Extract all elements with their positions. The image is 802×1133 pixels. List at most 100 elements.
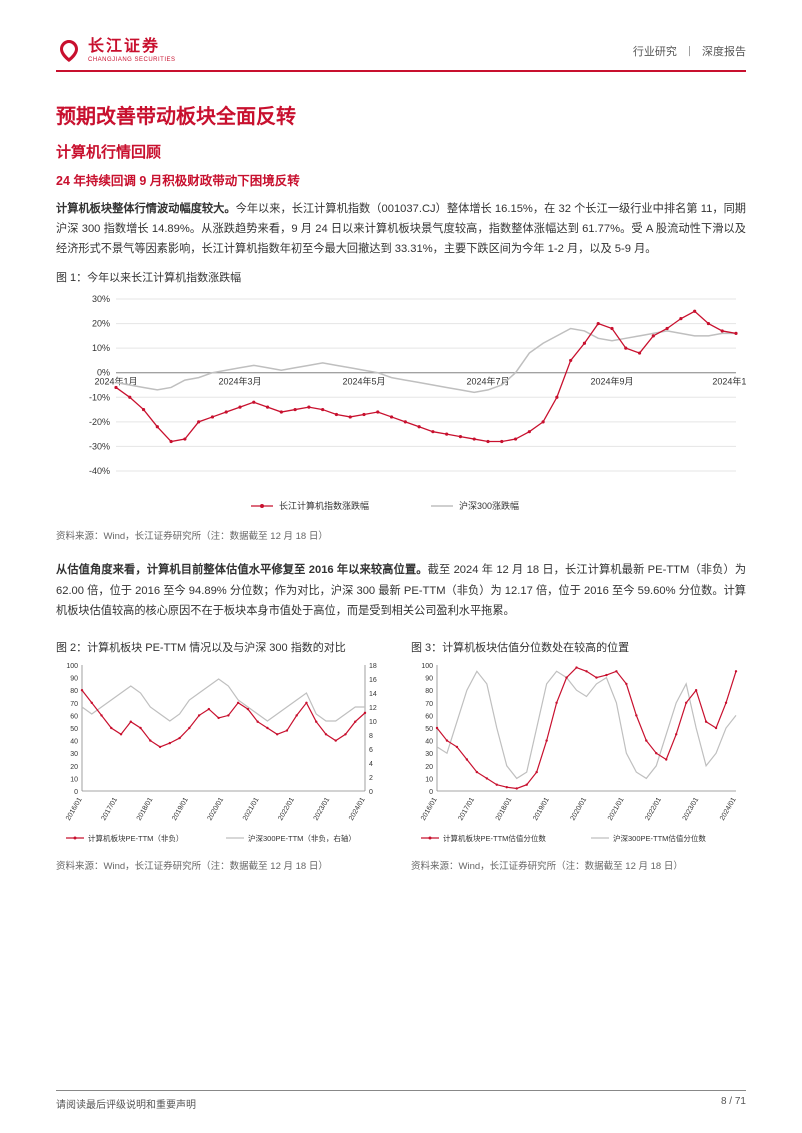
fig2-col: 图 2：计算机板块 PE-TTM 情况以及与沪深 300 指数的对比 01020… <box>56 631 391 890</box>
svg-text:0: 0 <box>369 789 373 796</box>
fig3-svg: 0 10 20 30 40 50 60 70 80 90 100 2016/01 2017/01 2018… <box>411 659 746 849</box>
svg-text:4: 4 <box>369 761 373 768</box>
svg-text:0: 0 <box>429 789 433 796</box>
svg-text:计算机板块PE-TTM估值分位数: 计算机板块PE-TTM估值分位数 <box>443 833 546 843</box>
svg-text:-40%: -40% <box>89 466 110 476</box>
svg-text:70: 70 <box>70 701 78 708</box>
svg-text:2024年3月: 2024年3月 <box>218 376 261 387</box>
page-footer: 请阅读最后评级说明和重要声明 8 / 71 <box>56 1090 746 1111</box>
page-header: 长江证券 CHANGJIANG SECURITIES 行业研究 丨 深度报告 <box>56 38 746 72</box>
svg-text:100: 100 <box>66 663 78 670</box>
svg-text:2017/01: 2017/01 <box>100 796 119 822</box>
svg-text:10%: 10% <box>92 344 110 354</box>
svg-text:80: 80 <box>425 688 433 695</box>
svg-text:2018/01: 2018/01 <box>136 796 155 822</box>
heading-3: 24 年持续回调 9 月积极财政带动下困境反转 <box>56 170 746 189</box>
fig1-svg: -40%-30%-20%-10%0%10%20%30%2024年1月2024年3… <box>56 289 746 519</box>
logo: 长江证券 CHANGJIANG SECURITIES <box>56 38 176 64</box>
svg-text:2022/01: 2022/01 <box>644 796 663 822</box>
svg-text:100: 100 <box>421 663 433 670</box>
separator: 丨 <box>684 46 695 58</box>
svg-text:20: 20 <box>70 764 78 771</box>
heading-2: 计算机行情回顾 <box>56 141 746 162</box>
para2-bold: 从估值角度来看，计算机目前整体估值水平修复至 2016 年以来较高位置。 <box>56 564 428 576</box>
svg-text:0: 0 <box>74 789 78 796</box>
paragraph-2: 从估值角度来看，计算机目前整体估值水平修复至 2016 年以来较高位置。截至 2… <box>56 560 746 620</box>
svg-text:14: 14 <box>369 691 377 698</box>
logo-icon <box>56 38 82 64</box>
svg-text:50: 50 <box>425 726 433 733</box>
svg-text:20: 20 <box>425 764 433 771</box>
svg-text:60: 60 <box>425 713 433 720</box>
svg-text:2023/01: 2023/01 <box>682 796 701 822</box>
fig2-caption: 图 2：计算机板块 PE-TTM 情况以及与沪深 300 指数的对比 <box>56 639 391 655</box>
svg-text:2020/01: 2020/01 <box>207 796 226 822</box>
svg-text:90: 90 <box>70 676 78 683</box>
svg-text:-20%: -20% <box>89 417 110 427</box>
svg-text:2016/01: 2016/01 <box>65 796 84 822</box>
svg-text:10: 10 <box>70 776 78 783</box>
svg-text:6: 6 <box>369 747 373 754</box>
svg-text:2024/01: 2024/01 <box>719 796 738 822</box>
svg-text:2024/01: 2024/01 <box>348 796 367 822</box>
svg-text:沪深300PE-TTM估值分位数: 沪深300PE-TTM估值分位数 <box>613 833 706 843</box>
svg-text:12: 12 <box>369 705 377 712</box>
logo-text-cn: 长江证券 <box>88 39 176 55</box>
svg-text:计算机板块PE-TTM（非负）: 计算机板块PE-TTM（非负） <box>88 833 183 843</box>
header-breadcrumb: 行业研究 丨 深度报告 <box>633 43 746 59</box>
svg-text:60: 60 <box>70 713 78 720</box>
para1-bold: 计算机板块整体行情波动幅度较大。 <box>56 203 236 215</box>
svg-text:10: 10 <box>369 719 377 726</box>
svg-text:沪深300PE-TTM（非负，右轴）: 沪深300PE-TTM（非负，右轴） <box>248 833 356 843</box>
svg-text:2016/01: 2016/01 <box>420 796 439 822</box>
header-right-2: 深度报告 <box>702 46 746 58</box>
svg-text:18: 18 <box>369 663 377 670</box>
logo-text-en: CHANGJIANG SECURITIES <box>88 57 176 63</box>
svg-text:2024年9月: 2024年9月 <box>590 376 633 387</box>
svg-text:2024年11月: 2024年11月 <box>712 376 746 387</box>
svg-text:-30%: -30% <box>89 442 110 452</box>
fig3-source: 资料来源：Wind，长江证券研究所（注：数据截至 12 月 18 日） <box>411 858 746 872</box>
fig2-source: 资料来源：Wind，长江证券研究所（注：数据截至 12 月 18 日） <box>56 858 391 872</box>
svg-text:30: 30 <box>425 751 433 758</box>
fig2-svg: 0 10 20 30 40 50 60 70 80 90 100 0 2 4 6 8 10 12 14 16 18 201… <box>56 659 391 849</box>
svg-text:2017/01: 2017/01 <box>457 796 476 822</box>
svg-text:70: 70 <box>425 701 433 708</box>
svg-text:沪深300涨跌幅: 沪深300涨跌幅 <box>459 500 519 511</box>
footer-right: 8 / 71 <box>721 1096 746 1111</box>
svg-text:50: 50 <box>70 726 78 733</box>
svg-text:40: 40 <box>425 739 433 746</box>
svg-text:-10%: -10% <box>89 393 110 403</box>
fig1-caption: 图 1：今年以来长江计算机指数涨跌幅 <box>56 269 746 285</box>
svg-text:16: 16 <box>369 677 377 684</box>
fig1-chart: -40%-30%-20%-10%0%10%20%30%2024年1月2024年3… <box>56 289 746 524</box>
svg-text:20%: 20% <box>92 319 110 329</box>
svg-text:2: 2 <box>369 775 373 782</box>
fig1-source: 资料来源：Wind，长江证券研究所（注：数据截至 12 月 18 日） <box>56 528 746 542</box>
svg-text:2019/01: 2019/01 <box>532 796 551 822</box>
svg-text:30: 30 <box>70 751 78 758</box>
footer-left: 请阅读最后评级说明和重要声明 <box>56 1096 196 1111</box>
svg-text:80: 80 <box>70 688 78 695</box>
fig3-col: 图 3：计算机板块估值分位数处在较高的位置 0 10 20 30 40 50 60 70 80 9… <box>411 631 746 890</box>
svg-text:2023/01: 2023/01 <box>313 796 332 822</box>
svg-text:40: 40 <box>70 739 78 746</box>
svg-text:10: 10 <box>425 776 433 783</box>
svg-text:2024年5月: 2024年5月 <box>342 376 385 387</box>
svg-text:90: 90 <box>425 676 433 683</box>
svg-text:2021/01: 2021/01 <box>607 796 626 822</box>
header-right-1: 行业研究 <box>633 46 677 58</box>
heading-1: 预期改善带动板块全面反转 <box>56 100 746 129</box>
paragraph-1: 计算机板块整体行情波动幅度较大。今年以来，长江计算机指数（001037.CJ）整… <box>56 199 746 259</box>
svg-text:2020/01: 2020/01 <box>570 796 589 822</box>
fig-row: 图 2：计算机板块 PE-TTM 情况以及与沪深 300 指数的对比 01020… <box>56 631 746 890</box>
svg-text:长江计算机指数涨跌幅: 长江计算机指数涨跌幅 <box>279 500 369 511</box>
svg-text:2018/01: 2018/01 <box>495 796 514 822</box>
svg-text:2021/01: 2021/01 <box>242 796 261 822</box>
svg-text:2022/01: 2022/01 <box>277 796 296 822</box>
svg-text:2019/01: 2019/01 <box>171 796 190 822</box>
svg-text:30%: 30% <box>92 294 110 304</box>
svg-text:8: 8 <box>369 733 373 740</box>
svg-text:2024年7月: 2024年7月 <box>466 376 509 387</box>
fig3-caption: 图 3：计算机板块估值分位数处在较高的位置 <box>411 639 746 655</box>
